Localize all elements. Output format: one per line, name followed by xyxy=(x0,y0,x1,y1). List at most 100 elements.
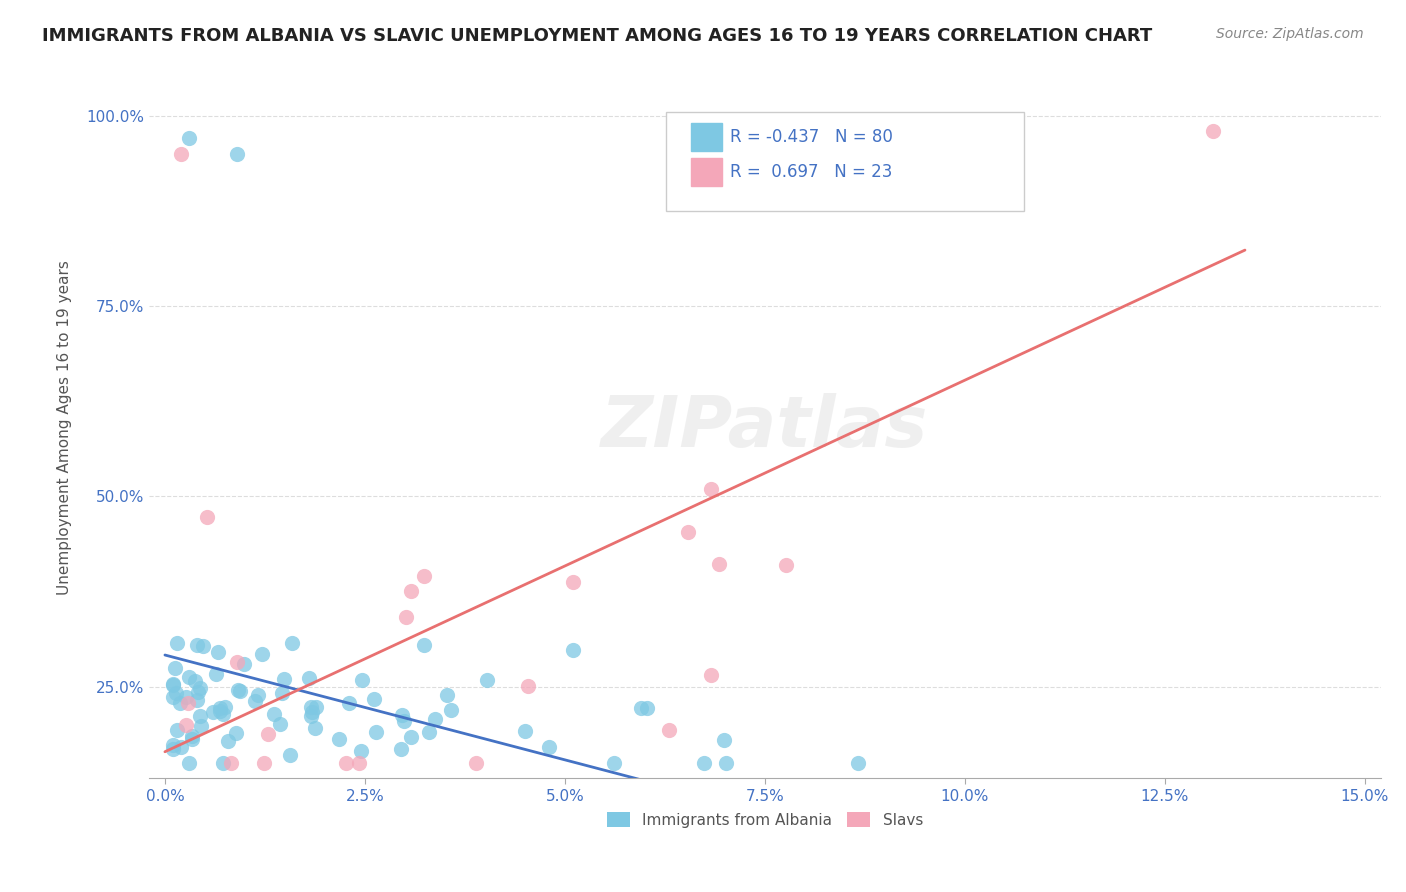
Point xyxy=(257,727,280,741)
Point xyxy=(328,732,350,747)
Point xyxy=(630,700,652,714)
Text: R = -0.437   N = 80: R = -0.437 N = 80 xyxy=(731,128,893,146)
Point xyxy=(177,696,200,710)
Point xyxy=(169,696,191,710)
Point xyxy=(714,756,737,770)
Point xyxy=(181,731,204,746)
Point xyxy=(212,756,235,770)
Point xyxy=(225,655,247,669)
Point xyxy=(170,146,193,161)
Point xyxy=(517,679,540,693)
Point xyxy=(273,672,295,686)
Point xyxy=(1202,124,1225,138)
Point xyxy=(162,690,184,705)
Y-axis label: Unemployment Among Ages 16 to 19 years: Unemployment Among Ages 16 to 19 years xyxy=(58,260,72,595)
Point xyxy=(350,743,373,757)
Point xyxy=(775,558,797,572)
Point xyxy=(162,742,184,756)
Point xyxy=(515,723,537,738)
Point xyxy=(201,705,224,719)
Point xyxy=(412,569,434,583)
Point xyxy=(204,667,226,681)
Point xyxy=(418,724,440,739)
Point xyxy=(253,756,276,770)
Point xyxy=(174,690,197,704)
Point xyxy=(217,734,239,748)
Point xyxy=(413,638,436,652)
Point xyxy=(713,733,735,747)
Point xyxy=(162,678,184,692)
Point xyxy=(212,707,235,722)
Text: ZIPatlas: ZIPatlas xyxy=(602,393,928,462)
Point xyxy=(207,645,229,659)
Point xyxy=(364,725,387,739)
Point xyxy=(166,723,188,738)
Point xyxy=(166,636,188,650)
Point xyxy=(229,684,252,698)
Point xyxy=(603,756,626,770)
Point xyxy=(349,756,371,770)
Point xyxy=(188,681,211,696)
Point xyxy=(226,683,249,698)
Point xyxy=(537,739,560,754)
Bar xyxy=(690,158,721,186)
Point xyxy=(350,673,373,687)
Point xyxy=(280,636,302,650)
Point xyxy=(186,638,208,652)
Point xyxy=(271,686,294,700)
Point xyxy=(165,686,187,700)
Point xyxy=(636,701,658,715)
Point xyxy=(848,756,870,770)
Point xyxy=(190,719,212,733)
Point xyxy=(269,716,291,731)
Point xyxy=(700,482,723,496)
Point xyxy=(184,673,207,688)
Point xyxy=(678,524,700,539)
Legend: Immigrants from Albania, Slavs: Immigrants from Albania, Slavs xyxy=(600,805,929,834)
Text: IMMIGRANTS FROM ALBANIA VS SLAVIC UNEMPLOYMENT AMONG AGES 16 TO 19 YEARS CORRELA: IMMIGRANTS FROM ALBANIA VS SLAVIC UNEMPL… xyxy=(42,27,1153,45)
Point xyxy=(170,739,193,754)
Point xyxy=(177,131,200,145)
Point xyxy=(187,685,209,699)
Point xyxy=(209,701,232,715)
Point xyxy=(208,704,231,718)
Point xyxy=(389,742,412,756)
Point xyxy=(263,706,285,721)
Point xyxy=(561,643,583,657)
Point xyxy=(394,610,416,624)
Point xyxy=(299,700,322,714)
Point xyxy=(561,575,583,590)
Point xyxy=(214,699,236,714)
Point xyxy=(464,756,486,770)
Point xyxy=(305,699,328,714)
Point xyxy=(191,639,214,653)
Point xyxy=(177,756,200,770)
Point xyxy=(252,647,274,661)
Point xyxy=(391,707,413,722)
Point xyxy=(699,668,721,682)
Point xyxy=(399,730,422,744)
Text: R =  0.697   N = 23: R = 0.697 N = 23 xyxy=(731,163,893,181)
Point xyxy=(436,688,458,702)
Point xyxy=(657,723,679,737)
Point xyxy=(195,510,218,524)
FancyBboxPatch shape xyxy=(666,112,1024,211)
Point xyxy=(190,709,212,723)
Point xyxy=(246,688,269,702)
Point xyxy=(245,694,267,708)
Point xyxy=(162,676,184,690)
Point xyxy=(162,738,184,752)
Point xyxy=(186,692,208,706)
Point xyxy=(337,696,360,710)
Point xyxy=(335,756,357,770)
Point xyxy=(693,756,716,770)
Bar xyxy=(690,123,721,151)
Point xyxy=(392,714,415,728)
Point xyxy=(226,146,249,161)
Point xyxy=(401,583,423,598)
Point xyxy=(278,748,301,763)
Point xyxy=(475,673,498,687)
Point xyxy=(707,557,730,571)
Point xyxy=(174,717,197,731)
Point xyxy=(181,729,204,743)
